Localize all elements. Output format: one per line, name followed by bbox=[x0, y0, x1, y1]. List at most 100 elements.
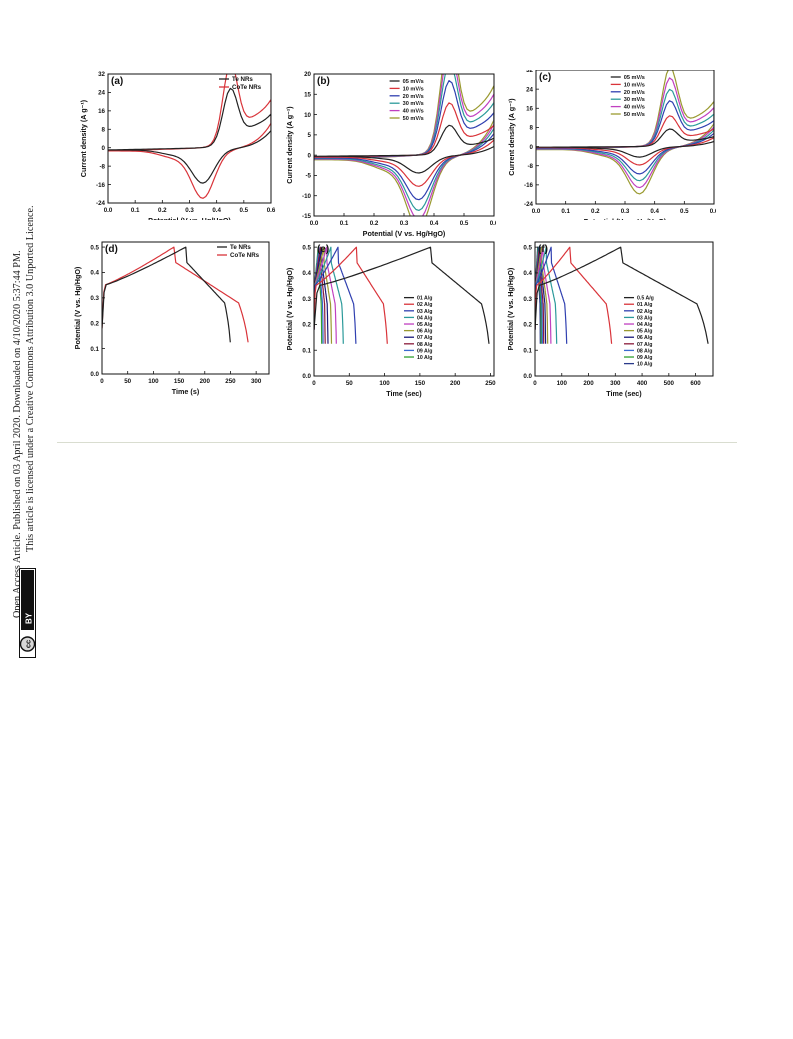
legend-entry: 50 mV/s bbox=[624, 112, 645, 118]
legend-entry: 03 A/g bbox=[637, 315, 652, 321]
series-line-e-2 bbox=[314, 246, 357, 344]
legend-entry: 06 A/g bbox=[637, 335, 652, 341]
published-notice-text: Open Access Article. Published on 03 Apr… bbox=[12, 250, 23, 618]
legend-entry: 03 A/g bbox=[417, 309, 432, 315]
series-line-e-0 bbox=[314, 246, 490, 344]
series-line-a-0 bbox=[108, 87, 271, 184]
y-tick-label: 0.1 bbox=[302, 347, 311, 354]
y-tick-label: 0.1 bbox=[90, 346, 99, 353]
plot-frame bbox=[101, 241, 270, 375]
y-tick-label: 0.2 bbox=[302, 322, 311, 329]
panel-label: (f) bbox=[538, 244, 548, 255]
x-tick-label: 250 bbox=[485, 380, 496, 387]
chart-panel-d: 0 50 100 150 200 250 300 0.0 0.1 0.2 0.3 0.4 0.5 Time… bbox=[64, 236, 276, 404]
y-tick-label: 24 bbox=[526, 86, 533, 93]
x-tick-label: 0.5 bbox=[240, 207, 249, 214]
x-tick-label: 0.2 bbox=[370, 220, 379, 227]
x-tick-label: 200 bbox=[200, 378, 211, 385]
legend-entry: 08 A/g bbox=[417, 342, 432, 348]
y-tick-label: 0.0 bbox=[523, 373, 532, 380]
series-line-c-5 bbox=[536, 70, 714, 195]
y-tick-label: 0 bbox=[530, 144, 534, 151]
series-line-f-1 bbox=[535, 246, 613, 344]
chart-b-svg: 0.0 0.1 0.2 0.3 0.4 0.5 0.6 -15 -10 -5 0 5 10 15 20 Pot… bbox=[285, 71, 499, 238]
chart-c-svg: 0.0 0.1 0.2 0.3 0.4 0.5 0.6 -24 -16 -8 0 8 16 24 32 Pot… bbox=[507, 67, 719, 226]
x-tick-label: 0.4 bbox=[430, 220, 439, 227]
x-tick-label: 300 bbox=[610, 380, 621, 387]
x-axis-label: Potential (V vs. Hg/HgO) bbox=[148, 216, 231, 220]
figure: 0.0 0.1 0.2 0.3 0.4 0.5 0.6 -24 -16 -8 0 8 16 24 32 Pot… bbox=[64, 60, 729, 410]
x-tick-label: 100 bbox=[379, 380, 390, 387]
legend-entry: 20 mV/s bbox=[624, 90, 645, 96]
y-tick-label: -16 bbox=[524, 182, 534, 189]
y-tick-label: 10 bbox=[304, 112, 311, 119]
series-line-f-4 bbox=[535, 246, 552, 344]
legend-entry: 02 A/g bbox=[417, 302, 432, 308]
cc-by-badge[interactable]: cc BY bbox=[19, 568, 36, 658]
series-line-e-5 bbox=[314, 246, 333, 344]
y-tick-label: 24 bbox=[98, 90, 105, 97]
y-tick-label: 0.0 bbox=[90, 371, 99, 378]
x-tick-label: 0.3 bbox=[185, 207, 194, 214]
chart-panel-c: 0.0 0.1 0.2 0.3 0.4 0.5 0.6 -24 -16 -8 0 8 16 24 32 Pot… bbox=[504, 67, 719, 226]
x-axis-label: Time (sec) bbox=[606, 389, 642, 398]
cc-icon: cc bbox=[19, 636, 36, 652]
chart-a-svg: 0.0 0.1 0.2 0.3 0.4 0.5 0.6 -24 -16 -8 0 8 16 24 32 Pot… bbox=[79, 71, 276, 225]
licence-notice[interactable]: This article is licensed under a Creativ… bbox=[25, 205, 36, 552]
panel-label: (c) bbox=[539, 72, 551, 83]
published-notice: Open Access Article. Published on 03 Apr… bbox=[12, 250, 23, 618]
y-tick-label: 32 bbox=[98, 71, 105, 78]
y-tick-label: 0 bbox=[102, 145, 106, 152]
x-tick-label: 400 bbox=[637, 380, 648, 387]
x-tick-label: 0.2 bbox=[591, 208, 600, 215]
x-tick-label: 0.5 bbox=[460, 220, 469, 227]
y-tick-label: -8 bbox=[527, 163, 533, 170]
y-tick-label: 0.0 bbox=[302, 373, 311, 380]
y-tick-label: 0.5 bbox=[302, 244, 311, 251]
chart-panel-e: 0 50 100 150 200 250 0.0 0.1 0.2 0.3 0.4 0.5 Time (s… bbox=[283, 236, 496, 404]
legend-entry: 10 A/g bbox=[637, 362, 652, 368]
series-line-f-2 bbox=[535, 246, 568, 344]
y-tick-label: -24 bbox=[524, 201, 534, 208]
y-tick-label: 5 bbox=[308, 132, 312, 139]
x-tick-label: 0.0 bbox=[104, 207, 113, 214]
legend-entry: 01 A/g bbox=[637, 302, 652, 308]
x-tick-label: 100 bbox=[148, 378, 159, 385]
series-line-d-0 bbox=[102, 246, 231, 343]
series-line-c-0 bbox=[536, 128, 714, 158]
x-tick-label: 200 bbox=[583, 380, 594, 387]
x-tick-label: 0.4 bbox=[212, 207, 221, 214]
legend-entry: CoTe NRs bbox=[230, 252, 260, 259]
x-tick-label: 0.3 bbox=[621, 208, 630, 215]
x-tick-label: 250 bbox=[225, 378, 236, 385]
x-tick-label: 0.5 bbox=[680, 208, 689, 215]
x-tick-label: 0.0 bbox=[310, 220, 319, 227]
x-axis-label: Potential (V vs. Hg/HgO) bbox=[584, 217, 667, 220]
legend-entry: 09 A/g bbox=[637, 355, 652, 361]
x-axis-label: Potential (V vs. Hg/HgO) bbox=[363, 229, 446, 238]
chart-d-svg: 0 50 100 150 200 250 300 0.0 0.1 0.2 0.3 0.4 0.5 Time… bbox=[73, 241, 270, 396]
series-line-f-0 bbox=[535, 246, 709, 344]
legend-entry: 40 mV/s bbox=[403, 109, 424, 115]
series-line-b-0 bbox=[314, 124, 494, 174]
legend-entry: 04 A/g bbox=[637, 322, 652, 328]
legend-entry: 06 A/g bbox=[417, 329, 432, 335]
legend-entry: 01 A/g bbox=[417, 296, 432, 302]
legend-entry: 10 A/g bbox=[417, 355, 432, 361]
y-axis-label: Potential (V vs. Hg/HgO) bbox=[285, 267, 294, 350]
licence-link[interactable]: This article is licensed under a Creativ… bbox=[25, 205, 36, 552]
x-tick-label: 0.1 bbox=[131, 207, 140, 214]
legend-entry: 04 A/g bbox=[417, 315, 432, 321]
y-tick-label: -15 bbox=[302, 213, 312, 220]
y-tick-label: -5 bbox=[305, 173, 311, 180]
x-tick-label: 0.6 bbox=[710, 208, 716, 215]
y-axis-label: Current density (A g⁻¹) bbox=[79, 99, 88, 177]
series-line-e-4 bbox=[314, 246, 337, 344]
plot-frame bbox=[534, 241, 714, 377]
by-label: BY bbox=[25, 612, 34, 624]
x-tick-label: 100 bbox=[557, 380, 568, 387]
legend-entry: Te NRs bbox=[230, 244, 251, 251]
y-tick-label: 0.1 bbox=[523, 347, 532, 354]
series-line-d-1 bbox=[102, 246, 249, 343]
panel-label: (b) bbox=[317, 76, 330, 87]
